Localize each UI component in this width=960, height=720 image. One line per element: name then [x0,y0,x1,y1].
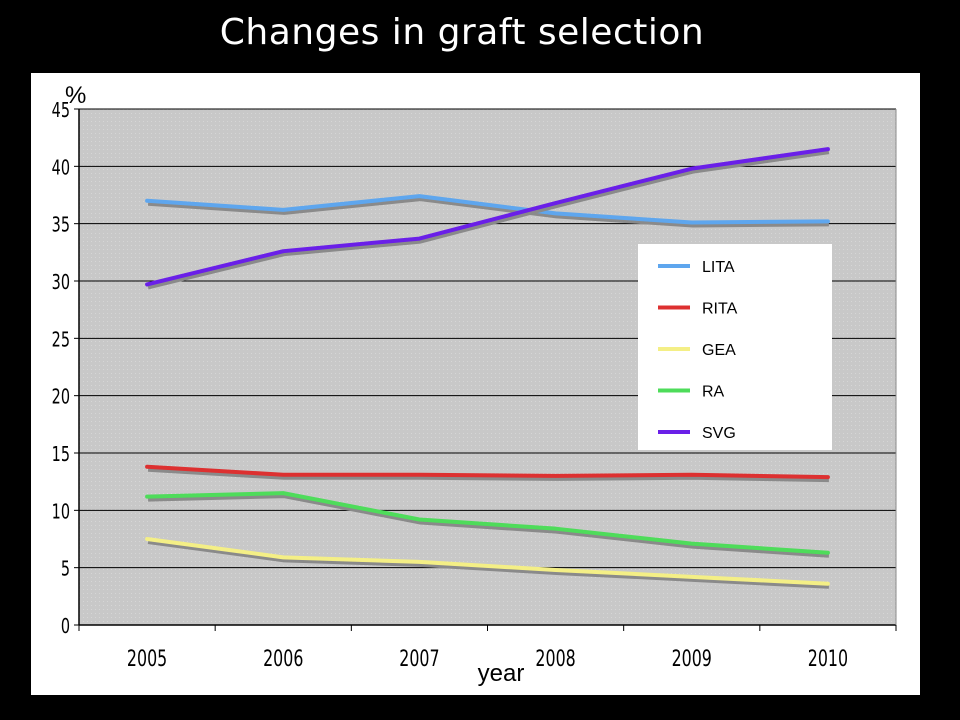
y-tick-label: 20 [52,386,70,409]
series-shadow-lita [147,197,829,228]
line-chart: 0 5 10 15 20 25 30 35 40 45 2005 2006 2007 2008 2009 20… [52,82,897,687]
y-axis-label: % [65,82,86,109]
series-line-gea [145,537,830,586]
series-lines [145,147,830,589]
series-shadow-ra [148,494,830,558]
x-tick-label: 2005 [127,645,167,671]
y-tick-label: 15 [52,444,70,467]
chart-card: 0 5 10 15 20 25 30 35 40 45 2005 2006 2007 2008 2009 20… [31,73,920,695]
legend: LITA RITA GEA RA SVG [638,244,832,450]
y-tick-label: 10 [52,501,70,524]
x-tick-label: 2008 [535,645,575,671]
legend-label-svg: SVG [702,425,736,442]
legend-label-gea: GEA [702,342,736,359]
axes: 0 5 10 15 20 25 30 35 40 45 2005 2006 2007 2008 2009 20… [52,82,897,687]
series-line-svg [145,147,830,287]
y-tick-label: 30 [52,272,70,295]
series-shadow-gea [147,540,830,589]
x-tick-label: 2006 [263,645,303,671]
series-shadow-svg [147,150,830,290]
y-tick-label: 25 [52,329,70,352]
series-line-lita [145,194,830,225]
y-tick-label: 35 [52,214,70,237]
x-tick-label: 2007 [399,645,439,671]
legend-label-ra: RA [702,384,725,401]
x-tick-label: 2010 [808,645,848,671]
series-line-ra [145,491,830,555]
legend-label-lita: LITA [702,259,735,276]
y-tick-label: 5 [61,558,70,581]
y-tick-label: 40 [52,157,70,180]
x-tick-label: 2009 [672,645,712,671]
series-line-rita [145,464,830,480]
legend-label-rita: RITA [702,301,738,318]
y-tick-label: 0 [61,616,70,639]
series-shadow-rita [147,467,829,483]
x-axis-label: year [478,660,525,687]
y-tick-label: 45 [52,100,70,123]
chart-title: Changes in graft selection [219,12,705,53]
